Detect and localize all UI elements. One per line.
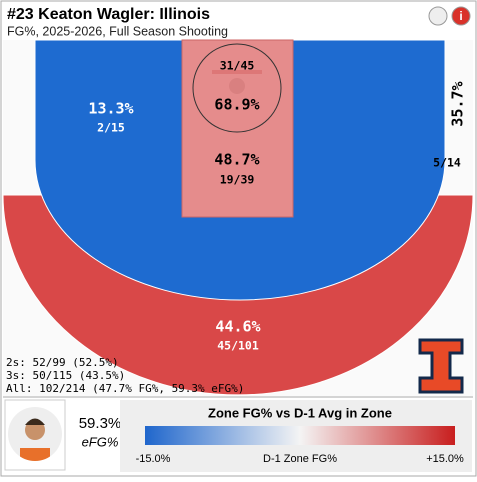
paint-zone	[181, 39, 294, 218]
efg-value: 59.3%	[79, 415, 122, 432]
zone-pct: 68.9%	[214, 96, 259, 114]
backboard	[212, 70, 262, 74]
scale-label: D-1 Zone FG%	[263, 453, 337, 465]
zone-made: 31/45	[220, 59, 255, 73]
summary-line: 2s: 52/99 (52.5%)	[6, 356, 119, 369]
zone-made: 45/101	[217, 339, 259, 353]
zone-pct: 13.3%	[88, 100, 133, 118]
info-glyph: i	[459, 9, 462, 23]
info-icon[interactable]	[451, 6, 471, 26]
rim	[229, 78, 245, 94]
free-throw-circle	[192, 43, 282, 133]
scale-min: -15.0%	[136, 453, 171, 465]
title: #23 Keaton Wagler: Illinois	[7, 6, 210, 23]
zone-made: 2/15	[97, 121, 125, 135]
player-figure	[20, 418, 50, 461]
zone-pct: 35.7%	[449, 81, 467, 126]
subtitle: FG%, 2025-2026, Full Season Shooting	[7, 24, 228, 38]
zone-made: 19/39	[220, 173, 255, 187]
color-scale	[145, 426, 455, 445]
summary-line: All: 102/214 (47.7% FG%, 59.3% eFG%)	[6, 382, 244, 395]
zone-pct: 44.6%	[215, 318, 260, 336]
efg-label: eFG%	[82, 434, 119, 449]
zone-made: 5/14	[433, 156, 461, 170]
team-logo	[418, 338, 464, 394]
zone-pct: 48.7%	[214, 151, 259, 169]
legend-title: Zone FG% vs D-1 Avg in Zone	[208, 405, 392, 420]
toggle-icon[interactable]	[428, 6, 448, 26]
scale-max: +15.0%	[426, 453, 464, 465]
summary-line: 3s: 50/115 (43.5%)	[6, 369, 125, 382]
